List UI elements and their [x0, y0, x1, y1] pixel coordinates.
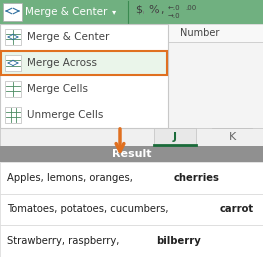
- Bar: [0, 0, 263, 24]
- Text: $: $: [135, 5, 142, 15]
- Text: Strawberry, raspberry,: Strawberry, raspberry,: [7, 236, 123, 246]
- Text: carrot: carrot: [219, 205, 254, 215]
- Text: ←.0: ←.0: [168, 5, 181, 11]
- Text: .00: .00: [185, 5, 196, 11]
- Bar: [154, 128, 196, 146]
- Text: ▾: ▾: [112, 7, 116, 16]
- Bar: [0, 225, 263, 257]
- Text: cherries: cherries: [174, 173, 219, 183]
- Bar: [1, 51, 167, 75]
- Text: K: K: [228, 132, 236, 142]
- Text: Merge Across: Merge Across: [27, 58, 97, 68]
- Text: ,: ,: [160, 5, 164, 15]
- Bar: [0, 24, 168, 128]
- Bar: [0, 24, 263, 42]
- Bar: [5, 55, 21, 71]
- Bar: [5, 81, 21, 97]
- Text: Merge & Center: Merge & Center: [27, 32, 109, 42]
- Text: bilberry: bilberry: [156, 236, 201, 246]
- Text: Apples, lemons, oranges,: Apples, lemons, oranges,: [7, 173, 136, 183]
- Text: J: J: [173, 132, 177, 142]
- Bar: [0, 162, 263, 194]
- Bar: [3, 3, 22, 21]
- Text: Merge Cells: Merge Cells: [27, 84, 88, 94]
- Bar: [0, 128, 263, 146]
- Text: Merge & Center: Merge & Center: [25, 7, 107, 17]
- Bar: [5, 29, 21, 45]
- Bar: [5, 107, 21, 123]
- Text: %: %: [148, 5, 159, 15]
- Text: Unmerge Cells: Unmerge Cells: [27, 110, 103, 120]
- Text: Number: Number: [180, 28, 220, 38]
- Text: →.0: →.0: [168, 13, 181, 19]
- Text: Tomatoes, potatoes, cucumbers,: Tomatoes, potatoes, cucumbers,: [7, 205, 172, 215]
- Bar: [0, 194, 263, 225]
- Bar: [0, 146, 263, 162]
- Text: Result: Result: [112, 149, 151, 159]
